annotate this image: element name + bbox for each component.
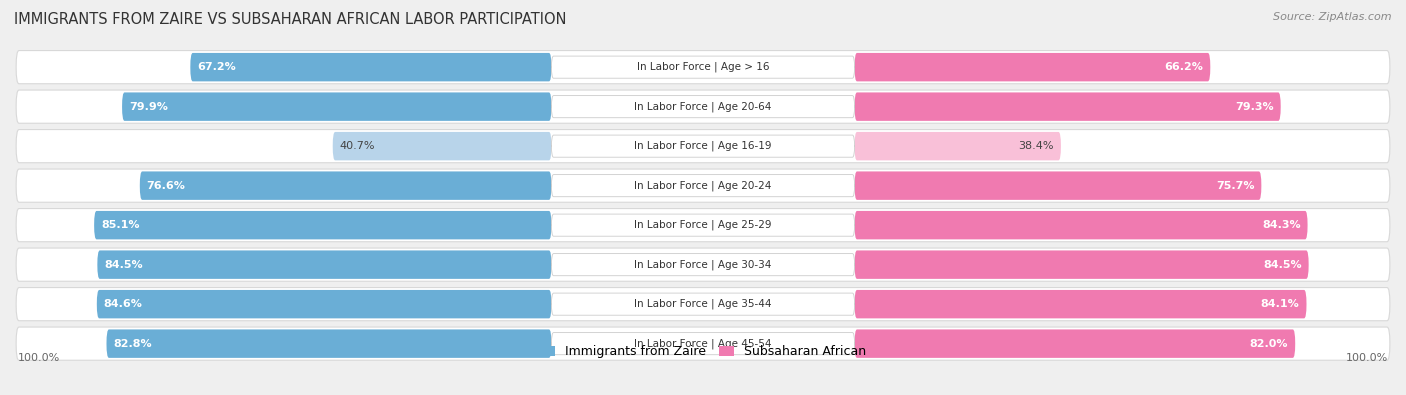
Text: In Labor Force | Age 45-54: In Labor Force | Age 45-54 [634, 339, 772, 349]
FancyBboxPatch shape [15, 288, 1391, 321]
FancyBboxPatch shape [15, 209, 1391, 242]
Text: 82.8%: 82.8% [114, 339, 152, 349]
FancyBboxPatch shape [855, 92, 1281, 121]
Text: 79.3%: 79.3% [1236, 102, 1274, 112]
FancyBboxPatch shape [855, 329, 1295, 358]
FancyBboxPatch shape [190, 53, 551, 81]
FancyBboxPatch shape [15, 327, 1391, 360]
Text: 38.4%: 38.4% [1018, 141, 1054, 151]
FancyBboxPatch shape [855, 250, 1309, 279]
Text: 76.6%: 76.6% [146, 181, 186, 191]
FancyBboxPatch shape [97, 250, 551, 279]
Text: 85.1%: 85.1% [101, 220, 139, 230]
Text: Source: ZipAtlas.com: Source: ZipAtlas.com [1274, 12, 1392, 22]
Text: In Labor Force | Age 35-44: In Labor Force | Age 35-44 [634, 299, 772, 309]
Text: 75.7%: 75.7% [1216, 181, 1254, 191]
Text: 84.6%: 84.6% [104, 299, 142, 309]
FancyBboxPatch shape [855, 53, 1211, 81]
Text: 66.2%: 66.2% [1164, 62, 1204, 72]
FancyBboxPatch shape [122, 92, 551, 121]
Text: In Labor Force | Age 30-34: In Labor Force | Age 30-34 [634, 260, 772, 270]
Legend: Immigrants from Zaire, Subsaharan African: Immigrants from Zaire, Subsaharan Africa… [536, 340, 870, 363]
Text: 40.7%: 40.7% [340, 141, 375, 151]
FancyBboxPatch shape [855, 211, 1308, 239]
Text: In Labor Force | Age > 16: In Labor Force | Age > 16 [637, 62, 769, 72]
FancyBboxPatch shape [15, 90, 1391, 123]
FancyBboxPatch shape [551, 96, 855, 118]
Text: In Labor Force | Age 25-29: In Labor Force | Age 25-29 [634, 220, 772, 230]
Text: 84.5%: 84.5% [1263, 260, 1302, 270]
FancyBboxPatch shape [551, 254, 855, 276]
FancyBboxPatch shape [551, 333, 855, 355]
Text: 84.5%: 84.5% [104, 260, 143, 270]
FancyBboxPatch shape [855, 171, 1261, 200]
FancyBboxPatch shape [551, 135, 855, 157]
Text: 84.3%: 84.3% [1263, 220, 1301, 230]
FancyBboxPatch shape [333, 132, 551, 160]
FancyBboxPatch shape [855, 290, 1306, 318]
Text: 100.0%: 100.0% [1347, 353, 1389, 363]
FancyBboxPatch shape [15, 51, 1391, 84]
FancyBboxPatch shape [94, 211, 551, 239]
FancyBboxPatch shape [855, 132, 1062, 160]
FancyBboxPatch shape [15, 248, 1391, 281]
Text: 84.1%: 84.1% [1261, 299, 1299, 309]
Text: In Labor Force | Age 16-19: In Labor Force | Age 16-19 [634, 141, 772, 151]
FancyBboxPatch shape [15, 169, 1391, 202]
FancyBboxPatch shape [551, 175, 855, 197]
Text: In Labor Force | Age 20-64: In Labor Force | Age 20-64 [634, 102, 772, 112]
Text: IMMIGRANTS FROM ZAIRE VS SUBSAHARAN AFRICAN LABOR PARTICIPATION: IMMIGRANTS FROM ZAIRE VS SUBSAHARAN AFRI… [14, 12, 567, 27]
FancyBboxPatch shape [139, 171, 551, 200]
Text: 100.0%: 100.0% [17, 353, 59, 363]
FancyBboxPatch shape [107, 329, 551, 358]
FancyBboxPatch shape [551, 293, 855, 315]
FancyBboxPatch shape [551, 56, 855, 78]
FancyBboxPatch shape [551, 214, 855, 236]
FancyBboxPatch shape [97, 290, 551, 318]
Text: In Labor Force | Age 20-24: In Labor Force | Age 20-24 [634, 181, 772, 191]
FancyBboxPatch shape [15, 130, 1391, 163]
Text: 79.9%: 79.9% [129, 102, 167, 112]
Text: 82.0%: 82.0% [1250, 339, 1288, 349]
Text: 67.2%: 67.2% [197, 62, 236, 72]
